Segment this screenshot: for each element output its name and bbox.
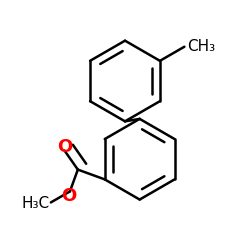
Text: CH₃: CH₃ — [187, 39, 215, 54]
Text: H₃C: H₃C — [22, 196, 50, 211]
Text: O: O — [57, 138, 72, 156]
Text: O: O — [61, 187, 76, 205]
